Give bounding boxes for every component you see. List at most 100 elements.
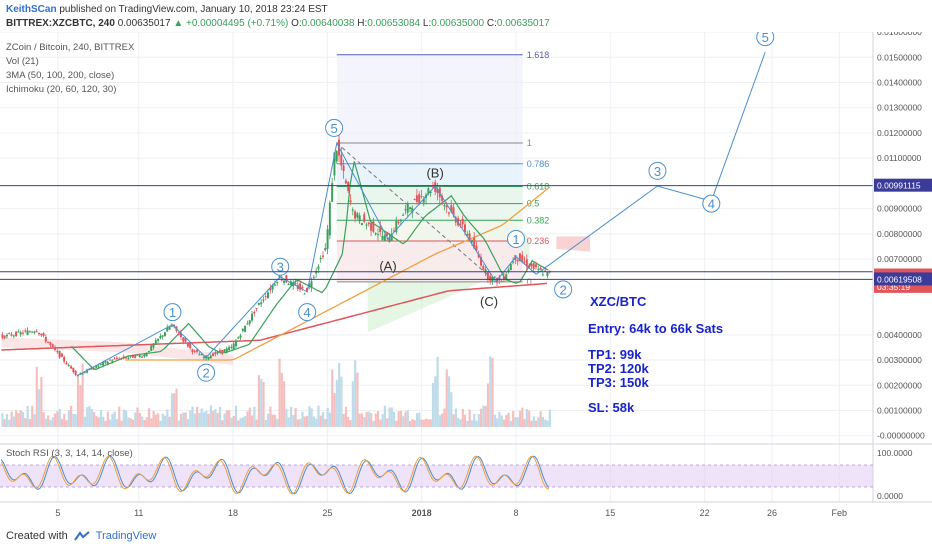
legend-volume[interactable]: Vol (21)	[6, 56, 39, 67]
wave-label: 3	[277, 260, 284, 275]
candle-body	[47, 341, 50, 344]
author-name[interactable]: KeithSCan	[6, 4, 57, 15]
footer-brand[interactable]: TradingView	[95, 530, 157, 542]
volume-bar	[111, 413, 114, 427]
fib-level-label: 0.236	[527, 236, 550, 246]
candle-body	[512, 261, 515, 263]
candle-body	[234, 340, 237, 347]
volume-bar	[463, 414, 467, 427]
volume-bar	[157, 413, 160, 427]
volume-bar	[351, 381, 354, 427]
candle-body	[388, 237, 391, 243]
wave-marker	[271, 257, 290, 276]
price-axis[interactable]: 0.01600000 0.01500000 0.01400000 0.01300000…	[872, 32, 932, 502]
fib-level-label: 0.5	[527, 199, 540, 209]
candle-body	[505, 274, 508, 281]
candle-body	[521, 255, 524, 262]
time-tick-label: Feb	[832, 508, 848, 518]
volume-bar	[40, 376, 43, 427]
ma100-line	[125, 186, 551, 361]
volume-bar	[104, 420, 107, 427]
volume-bar	[516, 417, 519, 427]
candle-body	[83, 372, 86, 374]
candle-body	[376, 234, 379, 236]
candle-body	[74, 370, 77, 376]
wave-line	[77, 141, 537, 376]
volume-bar	[315, 418, 318, 427]
candle-body	[470, 240, 473, 243]
candle-body	[445, 205, 448, 208]
volume-bar	[12, 416, 15, 427]
wave-label: 5	[330, 121, 337, 136]
ma200-line	[1, 282, 548, 351]
volume-bar	[51, 417, 54, 427]
candle-body	[90, 367, 93, 370]
candle-body	[310, 281, 313, 288]
candle-body	[161, 335, 164, 337]
candle-body	[468, 233, 471, 241]
candle-body	[230, 346, 233, 348]
candle-body	[429, 191, 432, 194]
volume-bar	[120, 420, 123, 427]
candle-body	[42, 333, 45, 336]
candle-body	[97, 365, 100, 367]
candle-body	[60, 353, 63, 357]
volume-bar	[196, 406, 199, 427]
price-tag	[874, 272, 932, 286]
volume-bar	[81, 363, 84, 427]
candle-body	[173, 324, 176, 327]
volume-bar	[296, 419, 299, 427]
volume-bar	[95, 415, 98, 427]
candle-body	[209, 355, 212, 359]
wave-label: 4	[708, 197, 715, 212]
legend-ichimoku[interactable]: Ichimoku (20, 60, 120, 30)	[6, 84, 116, 95]
candle-body	[63, 357, 66, 362]
price-chart[interactable]: 1.618 1 0.786 0.618 0.5 0.382 0.236 0 1 2 3 4 5 (A) (…	[0, 32, 932, 524]
volume-bar	[425, 418, 428, 427]
volume-bar	[234, 405, 238, 427]
candle-body	[477, 254, 480, 258]
candle-body	[35, 331, 38, 333]
candle-body	[331, 183, 334, 202]
volume-bar	[150, 418, 153, 427]
candle-body	[225, 348, 228, 352]
volume-bar	[441, 413, 444, 427]
candle-body	[443, 205, 446, 207]
volume-bar	[335, 380, 338, 427]
candle-body	[129, 355, 132, 357]
candle-body	[31, 331, 34, 333]
candle-body	[264, 296, 267, 298]
candle-body	[381, 235, 384, 240]
volume-bar	[17, 413, 20, 427]
volume-bar	[273, 414, 277, 427]
volume-bar	[411, 419, 414, 427]
legend-ma[interactable]: 3MA (50, 100, 200, close)	[6, 70, 114, 81]
candle-body	[163, 332, 166, 336]
fib-band	[336, 163, 523, 187]
volume-bar	[237, 420, 240, 427]
volume-bar	[496, 418, 499, 427]
volume-bar	[534, 420, 538, 427]
annotation-tp3: TP3: 150k	[588, 375, 649, 390]
volume-bar	[54, 413, 57, 427]
candle-body	[276, 282, 279, 284]
candle-body	[191, 349, 194, 353]
volume-bar	[67, 410, 70, 427]
volume-bar	[205, 410, 208, 427]
volume-bar	[24, 418, 27, 427]
volume-bar	[376, 411, 380, 427]
projection-path	[535, 52, 766, 275]
volume-bar	[482, 405, 485, 427]
volume-bar	[177, 420, 180, 427]
volume-bar	[338, 363, 341, 427]
time-tick-label: 22	[700, 508, 710, 518]
volume-bar	[326, 407, 329, 427]
change-arrow-icon: ▲	[173, 18, 184, 29]
volume-bar	[354, 360, 357, 427]
volume-bar	[328, 412, 332, 427]
time-axis[interactable]: 5 11 18 25 2018 8 15 22 26 Feb	[0, 501, 932, 518]
candle-body	[196, 350, 199, 352]
candle-body	[452, 207, 455, 216]
candle-body	[358, 215, 361, 222]
candle-body	[182, 337, 185, 342]
